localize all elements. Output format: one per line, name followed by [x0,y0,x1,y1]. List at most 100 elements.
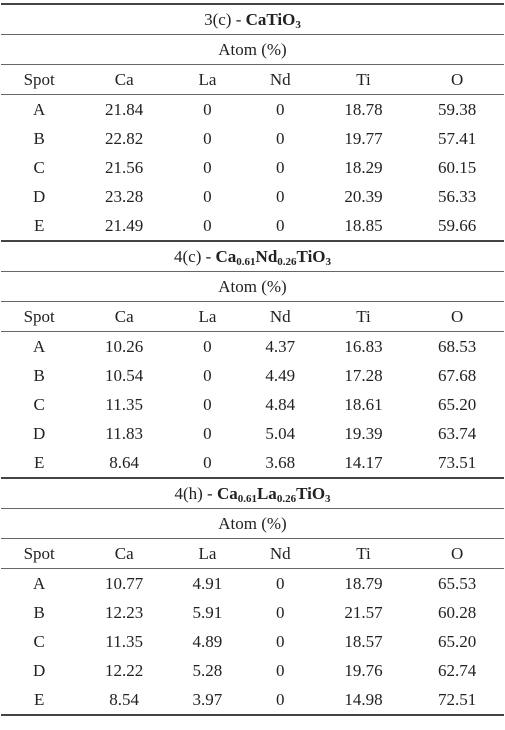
cell: 21.56 [105,157,144,177]
cell: 68.53 [438,336,477,356]
formula-part: 3 [295,18,301,31]
cell: 19.76 [344,660,383,680]
cell: 3.68 [243,448,317,479]
cell: 0 [275,573,285,593]
cell: D [33,423,46,443]
cell: E [1,211,78,242]
cell: 0 [203,423,212,443]
data-row: D 12.22 5.28 0 19.76 62.74 [1,656,504,685]
cell: 0 [275,186,285,206]
data-row: C 21.56 0 0 18.29 60.15 [1,153,504,182]
formula-part: Ca [215,246,237,266]
cell: 67.68 [438,365,477,385]
column-header: Nd [243,64,317,95]
cell: 0 [243,211,317,242]
cell: 57.41 [438,128,477,148]
data-table: 3(c) - CaTiO3 Atom (%) Spot Ca La Nd Ti O A 21.84… [1,3,504,716]
cell: 0 [203,157,212,177]
column-header: La [171,538,244,569]
cell: 11.83 [105,423,143,443]
cell: 0 [171,211,244,242]
header-row: Spot Ca La Nd Ti O [1,538,504,569]
subtitle-row: Atom (%) [1,271,504,302]
column-header: Ca [77,538,171,569]
cell: 59.38 [438,99,477,119]
cell: 12.22 [105,660,144,680]
section-title: 3(c) - CaTiO3 [1,3,504,35]
column-header: Spot [1,64,78,95]
cell: 59.66 [410,211,504,242]
cell: 19.77 [344,128,383,148]
cell: 0 [275,99,285,119]
formula-part: Nd [255,246,278,266]
cell: 65.20 [438,631,477,651]
title-prefix: 4(h) - [174,483,217,503]
data-row: A 21.84 0 0 18.78 59.38 [1,95,504,125]
subtitle-row: Atom (%) [1,34,504,65]
cell: 18.29 [344,157,383,177]
data-row: D 11.83 0 5.04 19.39 63.74 [1,419,504,448]
cell: 14.98 [316,685,411,716]
cell: 5.91 [192,602,223,622]
formula-part: 0.61 [237,492,257,505]
formula-part: 0.61 [236,255,256,268]
column-header: Ti [316,64,411,95]
cell: A [33,336,46,356]
formula-part: La [256,483,277,503]
cell: 0 [171,448,244,479]
cell: 0 [275,660,285,680]
subtitle: Atom (%) [1,508,504,539]
cell: 0 [275,128,285,148]
cell: 65.53 [438,573,477,593]
formula-part: TiO [296,483,326,503]
cell: 10.77 [105,573,144,593]
data-row: B 12.23 5.91 0 21.57 60.28 [1,598,504,627]
column-header: Ti [316,301,411,332]
column-header: La [171,64,244,95]
cell: C [33,157,45,177]
formula-part: TiO [296,246,326,266]
cell: 8.64 [77,448,171,479]
data-row: B 10.54 0 4.49 17.28 67.68 [1,361,504,390]
cell: 65.20 [438,394,477,414]
cell: 10.26 [105,336,144,356]
formula-part: 0.26 [276,492,297,505]
cell: 21.84 [105,99,144,119]
cell: 0 [243,685,317,716]
cell: 60.28 [438,602,477,622]
cell: A [33,99,46,119]
data-row: C 11.35 0 4.84 18.61 65.20 [1,390,504,419]
cell: 4.49 [265,365,296,385]
cell: 19.39 [344,423,383,443]
cell: 21.49 [77,211,171,242]
cell: 11.35 [105,394,143,414]
cell: C [33,394,45,414]
data-row: A 10.77 4.91 0 18.79 65.53 [1,569,504,599]
data-row: A 10.26 0 4.37 16.83 68.53 [1,332,504,362]
column-header: La [171,301,244,332]
title-row: 4(c) - Ca0.61Nd0.26TiO3 [1,240,504,272]
section-title: 4(c) - Ca0.61Nd0.26TiO3 [1,240,504,272]
cell: A [33,573,46,593]
formula-part: 0.26 [277,255,297,268]
cell: 0 [203,365,212,385]
cell: 8.54 [77,685,171,716]
subtitle-row: Atom (%) [1,508,504,539]
cell: 3.97 [171,685,244,716]
column-header: Ti [316,538,411,569]
cell: 20.39 [344,186,383,206]
cell: E [1,685,78,716]
cell: 4.84 [265,394,296,414]
column-header: Spot [1,538,78,569]
data-row: E 8.54 3.97 0 14.98 72.51 [1,685,504,716]
formula: CaTiO3 [245,9,301,31]
cell: 0 [203,336,212,356]
data-row: B 22.82 0 0 19.77 57.41 [1,124,504,153]
cell: C [33,631,45,651]
cell: 22.82 [105,128,144,148]
cell: B [33,602,45,622]
data-row: E 21.49 0 0 18.85 59.66 [1,211,504,242]
formula-part: CaTiO [245,9,296,29]
header-row: Spot Ca La Nd Ti O [1,64,504,95]
cell: 18.79 [344,573,383,593]
